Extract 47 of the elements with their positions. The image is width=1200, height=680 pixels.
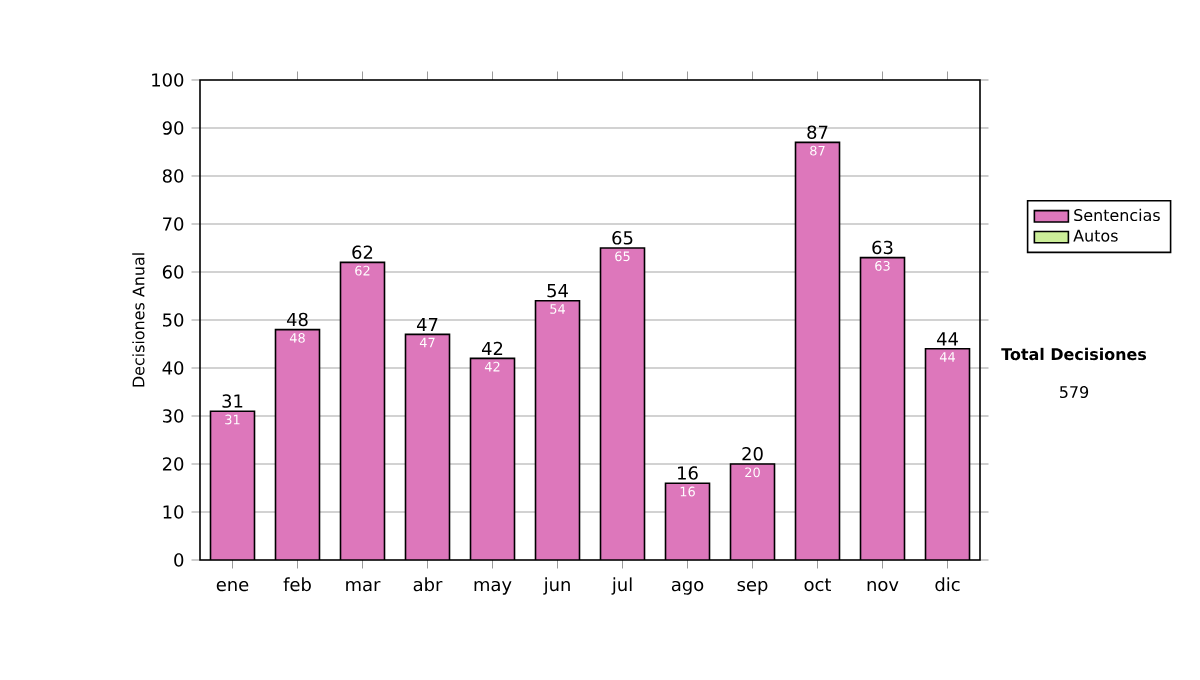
total-label: 63 [872, 240, 893, 255]
y-tick-label: 20 [162, 457, 184, 471]
bar [535, 300, 580, 560]
bar [924, 348, 971, 560]
total-label: 62 [352, 245, 373, 260]
bar [860, 257, 905, 560]
x-tick-label: feb [283, 577, 311, 592]
y-tick-label: 30 [163, 409, 184, 423]
bar [340, 262, 385, 560]
bar [210, 411, 255, 560]
total-label: 54 [547, 284, 568, 298]
bar [405, 334, 450, 560]
y-tick-label: 70 [163, 217, 184, 231]
bar [600, 248, 645, 560]
x-tick-label: jul [611, 577, 632, 595]
x-tick-label: ene [216, 580, 249, 592]
total-label: 31 [222, 394, 243, 408]
x-tick-label: may [474, 580, 512, 595]
total-label: 48 [286, 312, 308, 327]
bar [470, 358, 515, 560]
total-label: 87 [807, 125, 828, 139]
y-tick-label: 80 [162, 169, 184, 183]
bar [275, 329, 320, 560]
bar [730, 464, 775, 560]
x-tick-label: sep [737, 580, 768, 595]
bar [795, 142, 840, 560]
x-tick-label: nov [867, 580, 899, 592]
total-label: 65 [612, 231, 633, 245]
x-tick-label: jun [543, 577, 570, 595]
total-label: 20 [742, 447, 763, 461]
y-tick-label: 0 [174, 553, 184, 567]
y-tick-label: 60 [162, 265, 184, 279]
total-label: 47 [416, 317, 438, 332]
x-tick-label: dic [935, 577, 960, 592]
total-label: 16 [678, 466, 698, 480]
total-label: 42 [481, 341, 503, 356]
x-tick-label: abr [413, 577, 443, 592]
bar [665, 483, 710, 560]
x-tick-label: oct [804, 578, 832, 592]
x-tick-label: mar [346, 580, 381, 592]
y-tick-label: 50 [163, 313, 184, 327]
y-tick-label: 90 [162, 121, 184, 135]
x-tick-label: ago [671, 580, 704, 595]
y-tick-label: 40 [162, 361, 184, 375]
y-tick-label: 100 [152, 73, 184, 87]
y-tick-label: 10 [163, 505, 184, 519]
total-label: 44 [936, 332, 958, 346]
